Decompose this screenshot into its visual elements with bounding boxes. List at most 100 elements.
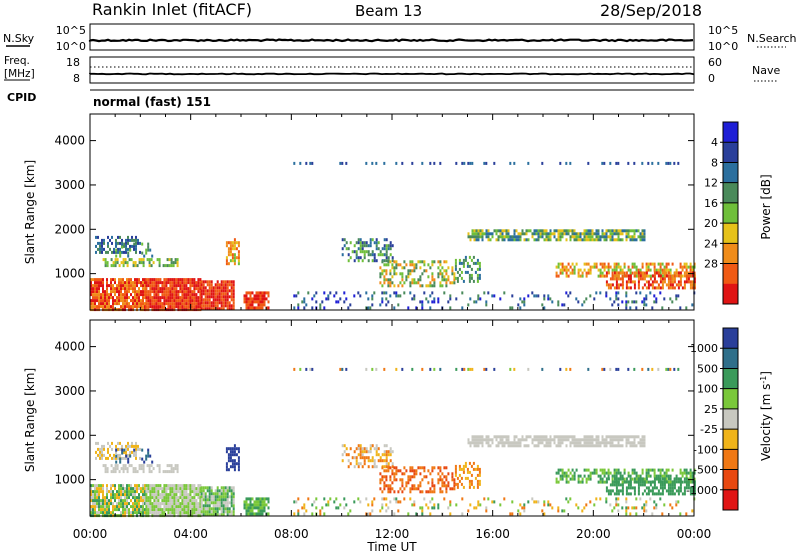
power-cell xyxy=(113,247,115,251)
velocity-cell xyxy=(170,464,173,468)
power-cell xyxy=(157,278,160,282)
power-cell xyxy=(122,302,124,306)
velocity-cell xyxy=(439,469,442,473)
power-cell xyxy=(232,301,235,305)
velocity-cell xyxy=(685,512,688,516)
velocity-cell xyxy=(371,509,374,513)
power-cell xyxy=(575,232,578,236)
velocity-cell xyxy=(671,480,674,484)
power-cell xyxy=(132,284,134,288)
power-cell xyxy=(210,301,213,305)
power-cell xyxy=(485,232,488,236)
velocity-cell xyxy=(179,502,182,506)
velocity-cell xyxy=(497,441,500,445)
power-cell xyxy=(199,293,202,297)
velocity-cell xyxy=(603,468,606,472)
power-cell xyxy=(147,299,150,303)
power-cell xyxy=(253,297,256,301)
velocity-cell xyxy=(649,480,652,484)
time-tick-label: 16:00 xyxy=(475,527,510,541)
power-cell xyxy=(453,272,456,276)
power-cell xyxy=(229,247,232,251)
velocity-cell xyxy=(130,493,132,497)
power-cell xyxy=(639,274,642,278)
power-cell xyxy=(369,306,372,310)
power-cell xyxy=(230,304,233,308)
power-cell xyxy=(111,241,113,245)
velocity-cell xyxy=(549,438,552,442)
power-cell xyxy=(455,161,458,165)
velocity-cell xyxy=(527,435,530,439)
velocity-cell xyxy=(233,465,236,469)
velocity-cell xyxy=(659,477,662,481)
power-cell xyxy=(199,305,202,309)
power-cell xyxy=(617,238,620,242)
power-cell xyxy=(441,278,444,282)
velocity-cell xyxy=(405,481,408,485)
power-cell xyxy=(343,300,346,304)
power-cell xyxy=(161,284,164,288)
velocity-cell xyxy=(513,438,516,442)
power-colorbar-swatch xyxy=(723,243,738,264)
velocity-cell xyxy=(135,456,137,460)
velocity-cell xyxy=(591,438,594,442)
velocity-cell xyxy=(419,481,422,485)
velocity-cell xyxy=(643,480,646,484)
velocity-cell xyxy=(140,490,142,494)
velocity-cell xyxy=(155,508,158,512)
velocity-cell xyxy=(389,475,392,479)
velocity-cell xyxy=(110,470,113,474)
velocity-cell xyxy=(130,505,132,509)
velocity-cell xyxy=(379,478,382,482)
velocity-cell xyxy=(208,510,211,514)
power-cell xyxy=(129,238,131,242)
power-cell xyxy=(216,286,219,290)
velocity-cell xyxy=(365,447,368,451)
velocity-cell xyxy=(439,475,442,479)
power-cell xyxy=(462,279,465,283)
velocity-cell xyxy=(226,513,229,517)
nave-tick-top: 60 xyxy=(708,56,722,69)
velocity-cell xyxy=(369,447,372,451)
power-cell xyxy=(565,291,568,295)
velocity-cell xyxy=(460,482,463,486)
velocity-cell xyxy=(173,508,176,512)
power-cell xyxy=(151,284,154,288)
power-cell xyxy=(605,280,608,284)
power-cell xyxy=(411,297,414,301)
velocity-cell xyxy=(125,447,127,451)
velocity-cell xyxy=(124,464,127,468)
power-cell xyxy=(189,296,192,300)
power-cell xyxy=(167,293,170,297)
power-cell xyxy=(617,274,620,278)
velocity-cell xyxy=(625,435,628,439)
power-cell xyxy=(208,292,211,296)
power-cell xyxy=(171,287,174,291)
velocity-colorbar-tick-label: 25 xyxy=(704,403,718,416)
velocity-cell xyxy=(134,484,136,488)
velocity-cell xyxy=(204,510,207,514)
power-cell xyxy=(102,284,104,288)
velocity-cell xyxy=(175,511,178,515)
power-cell xyxy=(521,300,524,304)
velocity-cell xyxy=(477,438,480,442)
velocity-cell xyxy=(136,502,138,506)
power-cell xyxy=(153,284,156,288)
power-cell xyxy=(565,271,568,275)
power-cell xyxy=(593,238,596,242)
velocity-cell xyxy=(521,435,524,439)
velocity-cell xyxy=(671,506,674,510)
power-cell xyxy=(497,235,500,239)
power-cell xyxy=(493,229,496,233)
velocity-cell xyxy=(237,468,240,472)
velocity-cell xyxy=(545,444,548,448)
velocity-cell xyxy=(231,462,234,466)
power-cell xyxy=(635,265,638,269)
power-cell xyxy=(102,281,104,285)
power-cell xyxy=(210,289,213,293)
power-cell xyxy=(130,278,132,282)
velocity-cell xyxy=(163,502,166,506)
power-cell xyxy=(365,244,368,248)
power-cell xyxy=(468,255,471,259)
power-cell xyxy=(563,265,566,269)
